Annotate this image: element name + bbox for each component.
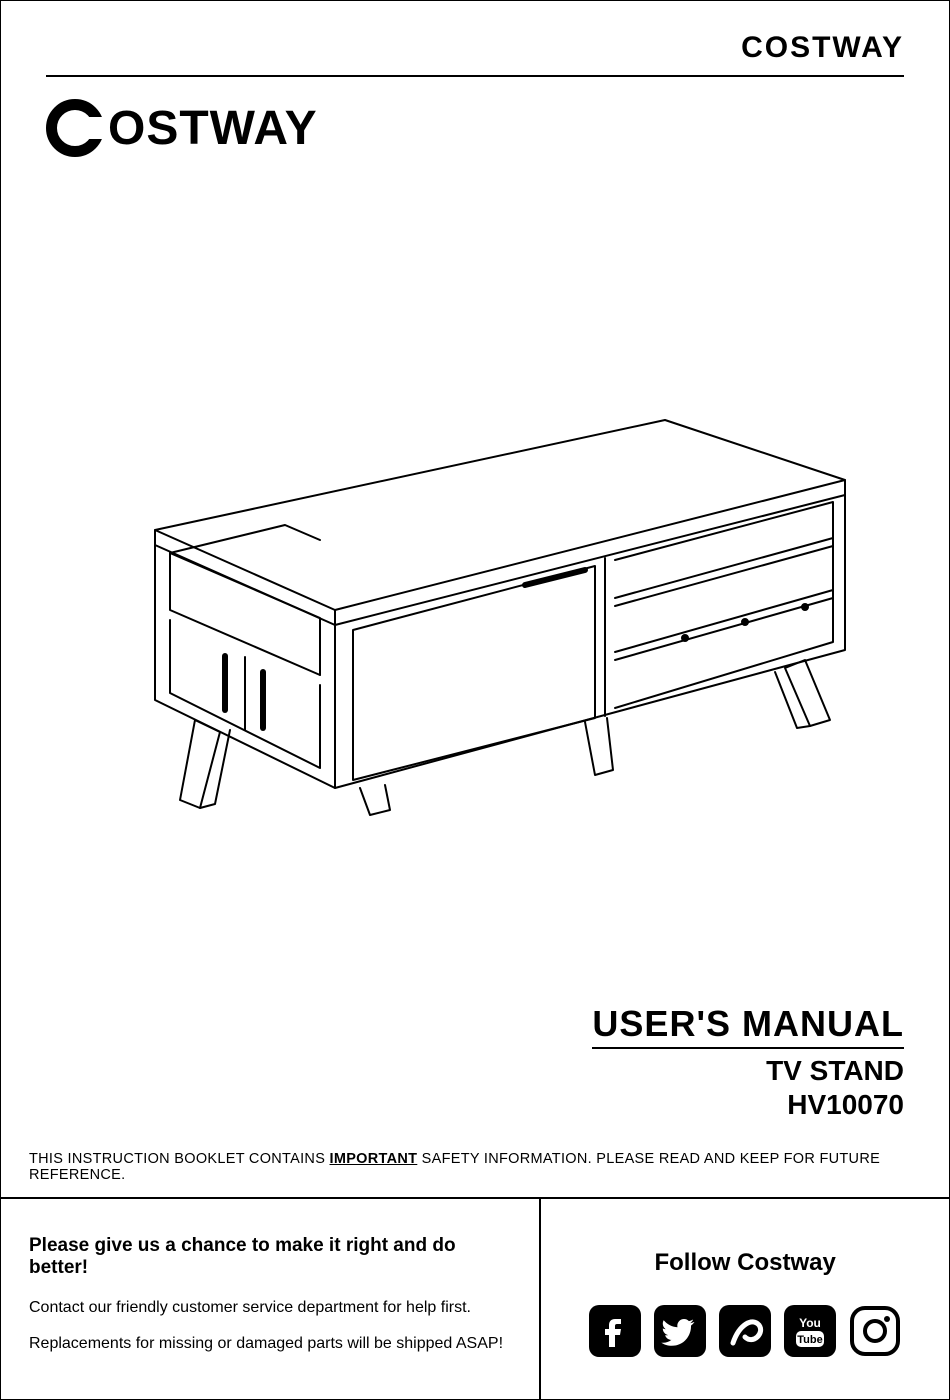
safety-prefix: THIS INSTRUCTION BOOKLET CONTAINS [29,1151,330,1167]
footer-left-heading: Please give us a chance to make it right… [29,1235,515,1279]
svg-text:Tube: Tube [797,1334,822,1346]
footer: Please give us a chance to make it right… [1,1197,949,1399]
svg-text:You: You [799,1316,821,1330]
instagram-icon[interactable] [849,1305,901,1357]
safety-notice: THIS INSTRUCTION BOOKLET CONTAINS IMPORT… [1,1139,949,1197]
logo-c-icon [46,99,104,157]
footer-left: Please give us a chance to make it right… [1,1199,541,1399]
footer-left-line1: Contact our friendly customer service de… [29,1299,515,1317]
pinterest-icon[interactable] [719,1305,771,1357]
facebook-icon[interactable] [589,1305,641,1357]
page: COSTWAY OSTWAY [0,0,950,1400]
youtube-icon[interactable]: You Tube [784,1305,836,1357]
footer-right-heading: Follow Costway [654,1249,835,1277]
twitter-icon[interactable] [654,1305,706,1357]
brand-logo-text: OSTWAY [108,101,318,156]
logo-row: OSTWAY [1,77,949,157]
safety-important: IMPORTANT [330,1151,418,1167]
title-block: USER'S MANUAL TV STAND HV10070 [1,1003,949,1139]
product-name: TV STAND [46,1055,904,1087]
tv-stand-drawing [85,360,865,820]
manual-title: USER'S MANUAL [592,1003,904,1049]
social-row: You Tube [589,1305,901,1357]
brand-logo: OSTWAY [46,99,904,157]
product-illustration [1,157,949,1003]
footer-left-line2: Replacements for missing or damaged part… [29,1335,515,1353]
footer-right: Follow Costway You Tube [541,1199,949,1399]
brand-top-right: COSTWAY [1,1,949,75]
model-number: HV10070 [46,1089,904,1121]
